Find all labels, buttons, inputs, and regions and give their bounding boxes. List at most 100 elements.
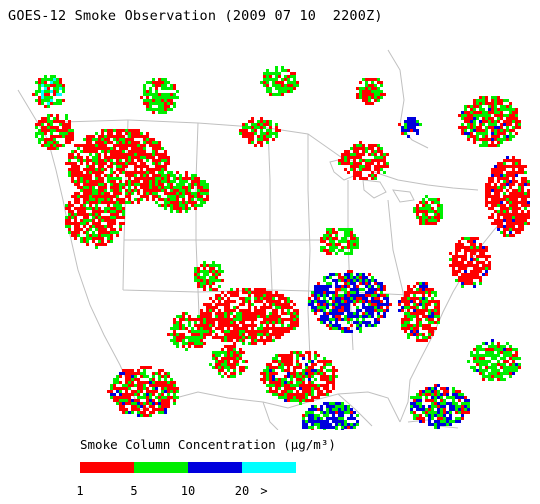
smoke-pixel — [125, 153, 128, 156]
smoke-pixel — [107, 198, 110, 201]
smoke-pixel — [59, 120, 62, 123]
smoke-pixel — [353, 303, 356, 306]
smoke-pixel — [71, 204, 74, 207]
smoke-pixel — [65, 162, 68, 165]
smoke-pixel — [173, 84, 176, 87]
smoke-pixel — [182, 189, 185, 192]
smoke-pixel — [89, 144, 92, 147]
smoke-pixel — [173, 201, 176, 204]
smoke-pixel — [47, 123, 50, 126]
smoke-pixel — [272, 333, 275, 336]
smoke-pixel — [308, 384, 311, 387]
smoke-pixel — [239, 309, 242, 312]
smoke-pixel — [68, 126, 71, 129]
smoke-pixel — [353, 297, 356, 300]
smoke-pixel — [131, 183, 134, 186]
smoke-pixel — [356, 318, 359, 321]
smoke-pixel — [266, 294, 269, 297]
smoke-pixel — [320, 315, 323, 318]
smoke-pixel — [287, 300, 290, 303]
smoke-pixel — [161, 93, 164, 96]
smoke-pixel — [212, 300, 215, 303]
smoke-pixel — [242, 333, 245, 336]
smoke-pixel — [263, 375, 266, 378]
smoke-pixel — [110, 201, 113, 204]
smoke-pixel — [161, 387, 164, 390]
smoke-pixel — [296, 309, 299, 312]
smoke-pixel — [80, 162, 83, 165]
smoke-pixel — [224, 333, 227, 336]
smoke-pixel — [92, 162, 95, 165]
smoke-pixel — [359, 282, 362, 285]
smoke-pixel — [149, 366, 152, 369]
smoke-pixel — [374, 297, 377, 300]
smoke-pixel — [116, 174, 119, 177]
smoke-pixel — [86, 198, 89, 201]
smoke-pixel — [314, 420, 317, 423]
smoke-pixel — [182, 195, 185, 198]
smoke-pixel — [98, 237, 101, 240]
smoke-pixel — [182, 186, 185, 189]
smoke-pixel — [272, 357, 275, 360]
smoke-pixel — [296, 393, 299, 396]
smoke-pixel — [338, 324, 341, 327]
smoke-pixel — [287, 384, 290, 387]
smoke-pixel — [98, 195, 101, 198]
smoke-pixel — [38, 129, 41, 132]
smoke-pixel — [152, 378, 155, 381]
smoke-pixel — [86, 183, 89, 186]
smoke-pixel — [107, 159, 110, 162]
smoke-pixel — [206, 183, 209, 186]
smoke-pixel — [173, 186, 176, 189]
smoke-pixel — [89, 147, 92, 150]
smoke-pixel — [341, 309, 344, 312]
smoke-pixel — [158, 108, 161, 111]
smoke-pixel — [311, 306, 314, 309]
smoke-pixel — [152, 405, 155, 408]
smoke-pixel — [218, 300, 221, 303]
smoke-pixel — [113, 399, 116, 402]
smoke-pixel — [89, 225, 92, 228]
smoke-pixel — [323, 393, 326, 396]
smoke-pixel — [215, 303, 218, 306]
smoke-pixel — [275, 330, 278, 333]
smoke-pixel — [281, 312, 284, 315]
smoke-pixel — [89, 177, 92, 180]
smoke-pixel — [302, 378, 305, 381]
smoke-pixel — [65, 219, 68, 222]
smoke-pixel — [50, 114, 53, 117]
smoke-pixel — [311, 303, 314, 306]
smoke-pixel — [77, 177, 80, 180]
smoke-pixel — [125, 201, 128, 204]
smoke-pixel — [263, 342, 266, 345]
smoke-pixel — [80, 171, 83, 174]
smoke-pixel — [326, 408, 329, 411]
smoke-pixel — [308, 387, 311, 390]
smoke-pixel — [329, 276, 332, 279]
smoke-pixel — [44, 84, 47, 87]
smoke-pixel — [65, 204, 68, 207]
smoke-pixel — [377, 318, 380, 321]
smoke-pixel — [128, 171, 131, 174]
smoke-pixel — [284, 378, 287, 381]
smoke-pixel — [254, 342, 257, 345]
smoke-pixel — [323, 360, 326, 363]
smoke-pixel — [323, 363, 326, 366]
smoke-pixel — [335, 327, 338, 330]
smoke-pixel — [89, 150, 92, 153]
smoke-pixel — [116, 144, 119, 147]
smoke-pixel — [350, 312, 353, 315]
smoke-pixel — [146, 165, 149, 168]
smoke-pixel — [200, 318, 203, 321]
smoke-pixel — [296, 384, 299, 387]
smoke-pixel — [38, 87, 41, 90]
smoke-pixel — [353, 312, 356, 315]
smoke-pixel — [125, 156, 128, 159]
smoke-pixel — [143, 381, 146, 384]
smoke-pixel — [68, 222, 71, 225]
smoke-pixel — [170, 390, 173, 393]
smoke-pixel — [113, 129, 116, 132]
smoke-pixel — [182, 177, 185, 180]
smoke-pixel — [92, 180, 95, 183]
smoke-pixel — [95, 171, 98, 174]
